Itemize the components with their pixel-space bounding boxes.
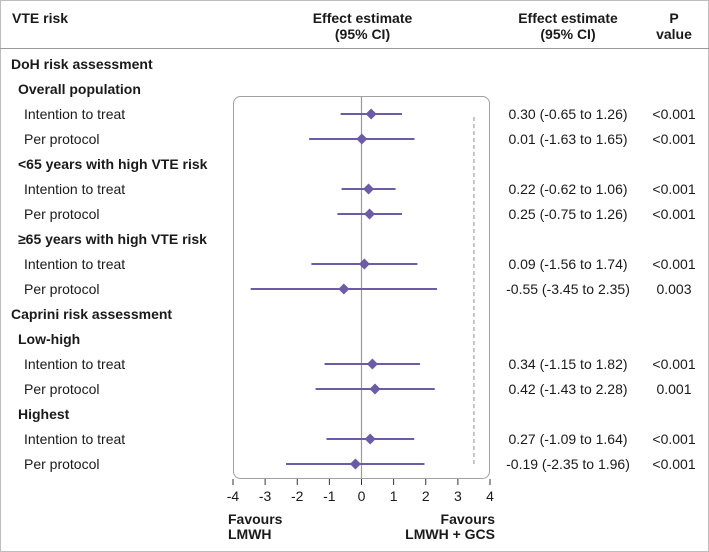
x-tick-label: -1 xyxy=(323,488,336,504)
row-label: Per protocol xyxy=(24,131,100,147)
row-label: Intention to treat xyxy=(24,256,126,272)
p-value-text: 0.001 xyxy=(656,381,692,397)
estimate-marker xyxy=(364,433,376,445)
x-tick-label: 1 xyxy=(390,488,398,504)
p-value-text: <0.001 xyxy=(652,206,696,222)
header-effect-estimate-plot-line1: Effect estimate xyxy=(312,10,413,26)
row-label: Intention to treat xyxy=(24,181,126,197)
row-label: Intention to treat xyxy=(24,431,126,447)
x-tick-label: -3 xyxy=(259,488,272,504)
row-label: Per protocol xyxy=(24,456,100,472)
p-value-text: <0.001 xyxy=(652,431,696,447)
group-heading: Caprini risk assessment xyxy=(11,306,173,322)
favours-right-line2: LMWH + GCS xyxy=(405,526,495,542)
row-label: Intention to treat xyxy=(24,356,126,372)
header-effect-estimate-plot-line2: (95% CI) xyxy=(334,26,391,42)
x-tick-label: 2 xyxy=(422,488,430,504)
row-label: Per protocol xyxy=(24,206,100,222)
estimate-marker xyxy=(365,108,377,120)
estimate-marker xyxy=(338,283,350,295)
effect-estimate-text: 0.30 (-0.65 to 1.26) xyxy=(508,106,628,122)
subgroup-heading: Overall population xyxy=(18,81,141,97)
effect-estimate-text: -0.19 (-2.35 to 1.96) xyxy=(506,456,630,472)
effect-estimate-text: 0.22 (-0.62 to 1.06) xyxy=(508,181,628,197)
header-vte-risk: VTE risk xyxy=(12,10,69,26)
effect-estimate-text: 0.01 (-1.63 to 1.65) xyxy=(508,131,628,147)
estimate-marker xyxy=(369,383,381,395)
effect-estimate-text: -0.55 (-3.45 to 2.35) xyxy=(506,281,630,297)
estimate-marker xyxy=(349,458,361,470)
group-heading: DoH risk assessment xyxy=(11,56,153,72)
row-label: Intention to treat xyxy=(24,106,126,122)
header-effect-estimate-text-line2: (95% CI) xyxy=(540,26,596,42)
p-value-text: 0.003 xyxy=(656,281,692,297)
plot-area-box xyxy=(233,96,490,479)
effect-estimate-text: 0.27 (-1.09 to 1.64) xyxy=(508,431,628,447)
p-value-text: <0.001 xyxy=(652,256,696,272)
subgroup-heading: <65 years with high VTE risk xyxy=(18,156,208,172)
subgroup-heading: ≥65 years with high VTE risk xyxy=(18,231,207,247)
x-tick-label: -2 xyxy=(291,488,304,504)
estimate-marker xyxy=(364,208,376,220)
effect-estimate-text: 0.42 (-1.43 to 2.28) xyxy=(508,381,628,397)
subgroup-heading: Low-high xyxy=(18,331,81,347)
effect-estimate-text: 0.34 (-1.15 to 1.82) xyxy=(508,356,628,372)
favours-left-label: Favours LMWH xyxy=(228,512,282,542)
header-p-value: P value xyxy=(645,10,703,42)
x-tick-label: 4 xyxy=(486,488,494,504)
favours-right-line1: Favours xyxy=(440,511,495,527)
p-value-text: <0.001 xyxy=(652,131,696,147)
p-value-text: <0.001 xyxy=(652,106,696,122)
header-p-value-line2: value xyxy=(656,26,692,42)
subgroup-heading: Highest xyxy=(18,406,70,422)
p-value-text: <0.001 xyxy=(652,456,696,472)
x-tick-label: 0 xyxy=(358,488,366,504)
x-tick-label: 3 xyxy=(454,488,462,504)
effect-estimate-text: 0.25 (-0.75 to 1.26) xyxy=(508,206,628,222)
favours-left-line2: LMWH xyxy=(228,526,272,542)
header-effect-estimate-plot: Effect estimate (95% CI) xyxy=(290,10,435,42)
header-p-value-line1: P xyxy=(669,10,679,26)
effect-estimate-text: 0.09 (-1.56 to 1.74) xyxy=(508,256,628,272)
x-tick-label: -4 xyxy=(227,488,240,504)
favours-left-line1: Favours xyxy=(228,511,283,527)
estimate-marker xyxy=(363,183,375,195)
favours-right-label: Favours LMWH + GCS xyxy=(395,512,495,542)
header-effect-estimate-text-line1: Effect estimate xyxy=(518,10,618,26)
p-value-text: <0.001 xyxy=(652,356,696,372)
p-value-text: <0.001 xyxy=(652,181,696,197)
estimate-marker xyxy=(358,258,370,270)
header-effect-estimate-text: Effect estimate (95% CI) xyxy=(498,10,638,42)
row-label: Per protocol xyxy=(24,381,100,397)
row-label: Per protocol xyxy=(24,281,100,297)
estimate-marker xyxy=(366,358,378,370)
estimate-marker xyxy=(356,133,368,145)
